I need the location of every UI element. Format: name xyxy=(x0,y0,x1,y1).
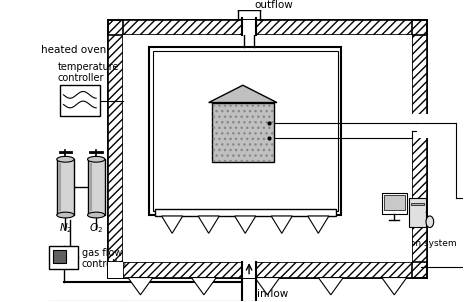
Ellipse shape xyxy=(57,212,74,218)
Polygon shape xyxy=(308,216,329,233)
Bar xyxy=(411,20,427,278)
Bar xyxy=(108,20,427,35)
Text: $N_2$: $N_2$ xyxy=(59,221,72,235)
Bar xyxy=(411,114,429,138)
Text: gas flow
controller: gas flow controller xyxy=(82,248,128,269)
Text: $T_{cb}$: $T_{cb}$ xyxy=(282,108,298,121)
Bar xyxy=(57,159,74,215)
Bar xyxy=(108,262,123,278)
Bar xyxy=(409,198,426,226)
Polygon shape xyxy=(191,278,217,295)
Polygon shape xyxy=(198,216,219,233)
Text: heated oven: heated oven xyxy=(41,45,106,55)
Text: $O_2$: $O_2$ xyxy=(89,221,103,235)
Bar xyxy=(49,246,78,269)
Polygon shape xyxy=(235,216,256,233)
Ellipse shape xyxy=(57,156,74,162)
Ellipse shape xyxy=(88,212,105,218)
Bar xyxy=(149,47,341,215)
Text: inflow: inflow xyxy=(257,289,288,299)
Text: dusts: dusts xyxy=(164,128,192,138)
Text: inner
chamber: inner chamber xyxy=(156,56,199,77)
Text: temperature
controller: temperature controller xyxy=(58,62,119,83)
Text: data collection system: data collection system xyxy=(355,239,457,248)
Bar xyxy=(411,20,427,278)
Text: deflector: deflector xyxy=(222,196,269,206)
Bar xyxy=(211,103,274,162)
Polygon shape xyxy=(162,216,183,233)
Bar xyxy=(108,20,427,35)
Bar xyxy=(242,20,256,35)
Bar xyxy=(382,193,407,214)
Bar xyxy=(108,262,427,278)
Bar xyxy=(155,209,336,216)
Bar xyxy=(153,51,337,211)
Bar xyxy=(60,85,100,116)
Bar xyxy=(383,195,405,210)
Polygon shape xyxy=(319,278,343,295)
Bar xyxy=(108,20,427,278)
Bar xyxy=(88,159,105,215)
Bar xyxy=(108,262,427,278)
Ellipse shape xyxy=(426,216,434,227)
Bar xyxy=(108,20,123,278)
Bar xyxy=(53,250,66,263)
Bar xyxy=(410,203,424,205)
Text: $T_a$: $T_a$ xyxy=(282,140,294,154)
Polygon shape xyxy=(128,278,153,295)
Polygon shape xyxy=(271,216,292,233)
Polygon shape xyxy=(209,85,277,103)
Text: basket: basket xyxy=(279,90,314,100)
Bar xyxy=(242,262,256,278)
Text: outflow: outflow xyxy=(255,0,293,11)
Bar xyxy=(211,103,274,162)
Bar xyxy=(108,20,123,278)
Polygon shape xyxy=(382,278,407,295)
Polygon shape xyxy=(255,278,280,295)
Bar xyxy=(123,35,411,262)
Ellipse shape xyxy=(88,156,105,162)
